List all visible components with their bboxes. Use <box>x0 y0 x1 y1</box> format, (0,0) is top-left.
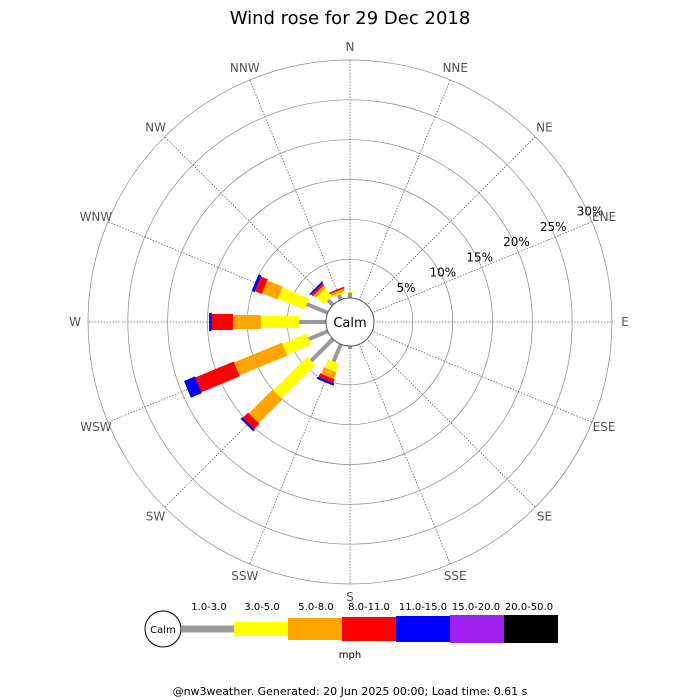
bar-ssw-3.0-5.0 <box>324 359 340 372</box>
bar-nw-8.0-11.0 <box>311 283 325 297</box>
direction-label-se: SE <box>537 509 552 523</box>
legend-swatch-20.0-50.0 <box>504 615 558 643</box>
legend-swatch-8.0-11.0 <box>342 617 396 641</box>
bar-w-11.0-15.0 <box>209 313 212 331</box>
bar-w-1.0-3.0 <box>299 320 327 324</box>
bar-ssw-11.0-15.0 <box>316 376 335 386</box>
direction-label-ssw: SSW <box>231 569 258 583</box>
bar-ssw-8.0-11.0 <box>318 373 335 384</box>
spoke-ese <box>371 330 593 423</box>
bar-wnw-5.0-8.0 <box>262 280 283 300</box>
bar-w-8.0-11.0 <box>211 314 233 330</box>
legend-swatch-1.0-3.0 <box>181 625 234 633</box>
calm-circle: Calm <box>325 297 375 347</box>
spoke-nw <box>164 136 335 307</box>
bar-n-3.0-5.0 <box>344 291 356 293</box>
spoke-sse <box>358 343 451 565</box>
ring-label-10: 10% <box>430 266 457 280</box>
direction-spokes <box>88 60 612 584</box>
direction-label-nne: NNE <box>442 61 468 75</box>
spoke-ne <box>365 136 536 307</box>
speed-legend: Calm 1.0-3.0 3.0-5.0 5.0-8.0 8.0-11.0 11.0-1… <box>144 602 558 661</box>
bar-sw-3.0-5.0 <box>273 356 316 399</box>
direction-label-sse: SSE <box>444 569 467 583</box>
legend-label-8.0-11.0: 8.0-11.0 <box>348 602 390 613</box>
bar-wnw-1.0-3.0 <box>305 302 330 315</box>
calm-label: Calm <box>333 316 366 331</box>
bar-wnw-3.0-5.0 <box>277 287 309 310</box>
bar-wsw-11.0-15.0 <box>184 376 202 398</box>
bar-wsw-1.0-3.0 <box>308 329 330 341</box>
grid-ring-15 <box>207 179 493 465</box>
bar-nnw-5.0-8.0 <box>330 288 345 297</box>
bar-sw-1.0-3.0 <box>309 336 336 363</box>
bar-sw-8.0-11.0 <box>243 412 260 429</box>
bar-sw-11.0-15.0 <box>240 417 255 432</box>
direction-label-wsw: WSW <box>80 420 111 434</box>
bar-nw-3.0-5.0 <box>316 288 333 305</box>
footer-text: @nw3weather. Generated: 20 Jun 2025 00:0… <box>173 685 528 698</box>
bar-nnw-8.0-11.0 <box>329 286 345 295</box>
chart-title: Wind rose for 29 Dec 2018 <box>230 8 471 29</box>
bar-sw-5.0-8.0 <box>248 389 283 424</box>
legend-unit: mph <box>339 650 361 661</box>
bar-wsw-8.0-11.0 <box>195 361 240 393</box>
bar-nw-11.0-15.0 <box>309 281 324 296</box>
legend-swatch-15.0-20.0 <box>450 615 504 643</box>
direction-label-nw: NW <box>145 121 166 135</box>
direction-label-ese: ESE <box>593 420 616 434</box>
ring-label-15: 15% <box>466 250 493 264</box>
bar-wsw-3.0-5.0 <box>282 333 312 355</box>
legend-label-5.0-8.0: 5.0-8.0 <box>298 602 333 613</box>
direction-label-n: N <box>346 40 355 54</box>
direction-label-w: W <box>69 315 81 329</box>
legend-label-20.0-50.0: 20.0-50.0 <box>505 602 553 613</box>
legend-swatch-11.0-15.0 <box>396 616 450 642</box>
bar-w-3.0-5.0 <box>260 316 300 328</box>
spoke-se <box>365 337 536 508</box>
bar-ssw-5.0-8.0 <box>321 367 337 379</box>
bar-w-5.0-8.0 <box>233 315 261 329</box>
direction-label-ene: ENE <box>592 210 616 224</box>
bar-nnw-3.0-5.0 <box>332 291 345 298</box>
direction-label-ne: NE <box>536 121 553 135</box>
bar-nw-5.0-8.0 <box>313 285 326 298</box>
legend-calm-label: Calm <box>150 625 176 636</box>
direction-label-e: E <box>621 315 629 329</box>
bar-n-1.0-3.0 <box>348 292 352 299</box>
ring-label-25: 25% <box>540 220 567 234</box>
legend-label-15.0-20.0: 15.0-20.0 <box>452 602 500 613</box>
direction-label-s: S <box>346 590 354 604</box>
ring-label-5: 5% <box>397 281 416 295</box>
legend-label-3.0-5.0: 3.0-5.0 <box>244 602 279 613</box>
direction-label-sw: SW <box>146 509 166 523</box>
spoke-ene <box>371 221 593 314</box>
ring-label-20: 20% <box>503 235 530 249</box>
legend-swatch-5.0-8.0 <box>288 618 342 640</box>
ring-labels: 5% 10% 15% 20% 25% 30% <box>397 205 604 295</box>
ring-label-30: 30% <box>577 205 604 219</box>
spoke-nne <box>358 79 451 301</box>
grid-ring-30 <box>87 59 613 585</box>
bar-wnw-8.0-11.0 <box>255 276 268 295</box>
legend-swatch-3.0-5.0 <box>234 622 288 636</box>
legend-label-11.0-15.0: 11.0-15.0 <box>399 602 447 613</box>
direction-label-nnw: NNW <box>230 61 260 75</box>
direction-labels: N NNE NE ENE E ESE SE SSE S SSW SW WSW W WNW NW NNW <box>69 40 629 604</box>
bar-wnw-11.0-15.0 <box>251 274 262 293</box>
bar-ssw-1.0-3.0 <box>331 342 343 363</box>
direction-label-wnw: WNW <box>80 210 113 224</box>
spoke-nnw <box>249 79 342 301</box>
bar-wsw-5.0-8.0 <box>234 342 288 376</box>
legend-label-1.0-3.0: 1.0-3.0 <box>191 602 226 613</box>
